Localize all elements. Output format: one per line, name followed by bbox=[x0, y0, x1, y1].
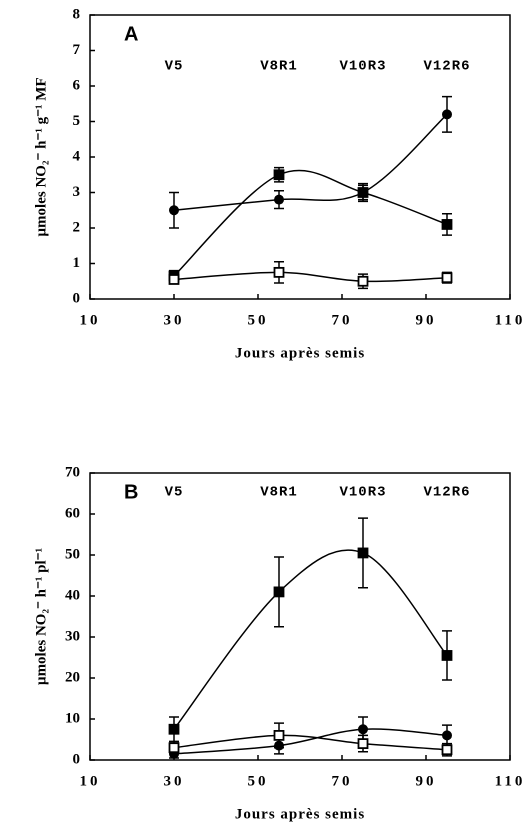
point bbox=[441, 650, 453, 661]
y-tick-label: 0 bbox=[73, 751, 81, 767]
y-tick-label: 5 bbox=[73, 113, 81, 129]
x-tick-label: 30 bbox=[164, 312, 185, 328]
x-tick-label: 30 bbox=[164, 773, 185, 789]
panel-label: B bbox=[124, 481, 138, 503]
stage-label: V8R1 bbox=[260, 485, 298, 501]
series-line bbox=[173, 113, 448, 211]
x-axis-label: Jours après semis bbox=[235, 345, 365, 361]
x-tick-label: 50 bbox=[248, 312, 269, 328]
point bbox=[273, 169, 285, 181]
point bbox=[441, 272, 453, 284]
x-tick-label: 90 bbox=[416, 773, 437, 789]
x-tick-label: 50 bbox=[248, 773, 269, 789]
plot-frame bbox=[89, 14, 511, 300]
panel-label: A bbox=[124, 23, 138, 45]
point bbox=[168, 723, 180, 735]
y-tick-label: 1 bbox=[73, 255, 81, 271]
x-tick-label: 10 bbox=[80, 312, 101, 328]
point bbox=[168, 274, 180, 285]
point bbox=[273, 266, 285, 278]
y-tick-label: 50 bbox=[65, 546, 80, 562]
point bbox=[168, 742, 180, 754]
y-tick-label: 70 bbox=[65, 464, 80, 480]
point bbox=[169, 205, 179, 216]
stage-label: V8R1 bbox=[260, 59, 298, 75]
series-line bbox=[173, 549, 448, 730]
x-tick-label: 10 bbox=[80, 773, 101, 789]
point bbox=[357, 275, 369, 287]
point bbox=[442, 730, 452, 741]
stage-label: V12R6 bbox=[423, 485, 470, 501]
y-tick-label: 30 bbox=[65, 628, 80, 644]
x-tick-label: 90 bbox=[416, 312, 437, 328]
point bbox=[441, 219, 453, 230]
point bbox=[357, 187, 369, 198]
y-tick-label: 0 bbox=[73, 290, 81, 306]
y-axis-label: µmoles NO₂⁻ h⁻¹ pl⁻¹ bbox=[33, 548, 49, 685]
point bbox=[273, 730, 285, 741]
y-axis-label: µmoles NO₂⁻ h⁻¹ g⁻¹ MF bbox=[33, 77, 49, 236]
point bbox=[357, 547, 369, 559]
y-tick-label: 3 bbox=[73, 184, 81, 200]
x-tick-label: 110 bbox=[495, 312, 526, 328]
point bbox=[441, 744, 453, 756]
y-tick-label: 7 bbox=[73, 42, 81, 58]
y-tick-label: 40 bbox=[65, 587, 80, 603]
y-tick-label: 4 bbox=[73, 148, 81, 164]
y-tick-label: 10 bbox=[65, 710, 80, 726]
point bbox=[357, 738, 369, 749]
x-tick-label: 110 bbox=[495, 773, 526, 789]
y-tick-label: 20 bbox=[65, 669, 80, 685]
x-tick-label: 70 bbox=[332, 773, 353, 789]
stage-label: V10R3 bbox=[339, 59, 386, 75]
x-axis-label: Jours après semis bbox=[235, 806, 365, 822]
stage-label: V12R6 bbox=[423, 59, 470, 75]
point bbox=[274, 194, 284, 205]
point bbox=[358, 724, 368, 735]
stage-label: V5 bbox=[165, 485, 184, 501]
point bbox=[273, 586, 285, 598]
stage-label: V10R3 bbox=[339, 485, 386, 501]
y-tick-label: 2 bbox=[73, 219, 81, 235]
stage-label: V5 bbox=[165, 59, 184, 75]
point bbox=[442, 109, 452, 120]
series-line bbox=[173, 169, 448, 277]
y-tick-label: 8 bbox=[73, 6, 81, 22]
y-tick-label: 6 bbox=[73, 77, 81, 93]
y-tick-label: 60 bbox=[65, 505, 80, 521]
plot-frame bbox=[89, 472, 511, 761]
x-tick-label: 70 bbox=[332, 312, 353, 328]
series-line bbox=[173, 271, 448, 283]
series-line bbox=[173, 734, 448, 751]
